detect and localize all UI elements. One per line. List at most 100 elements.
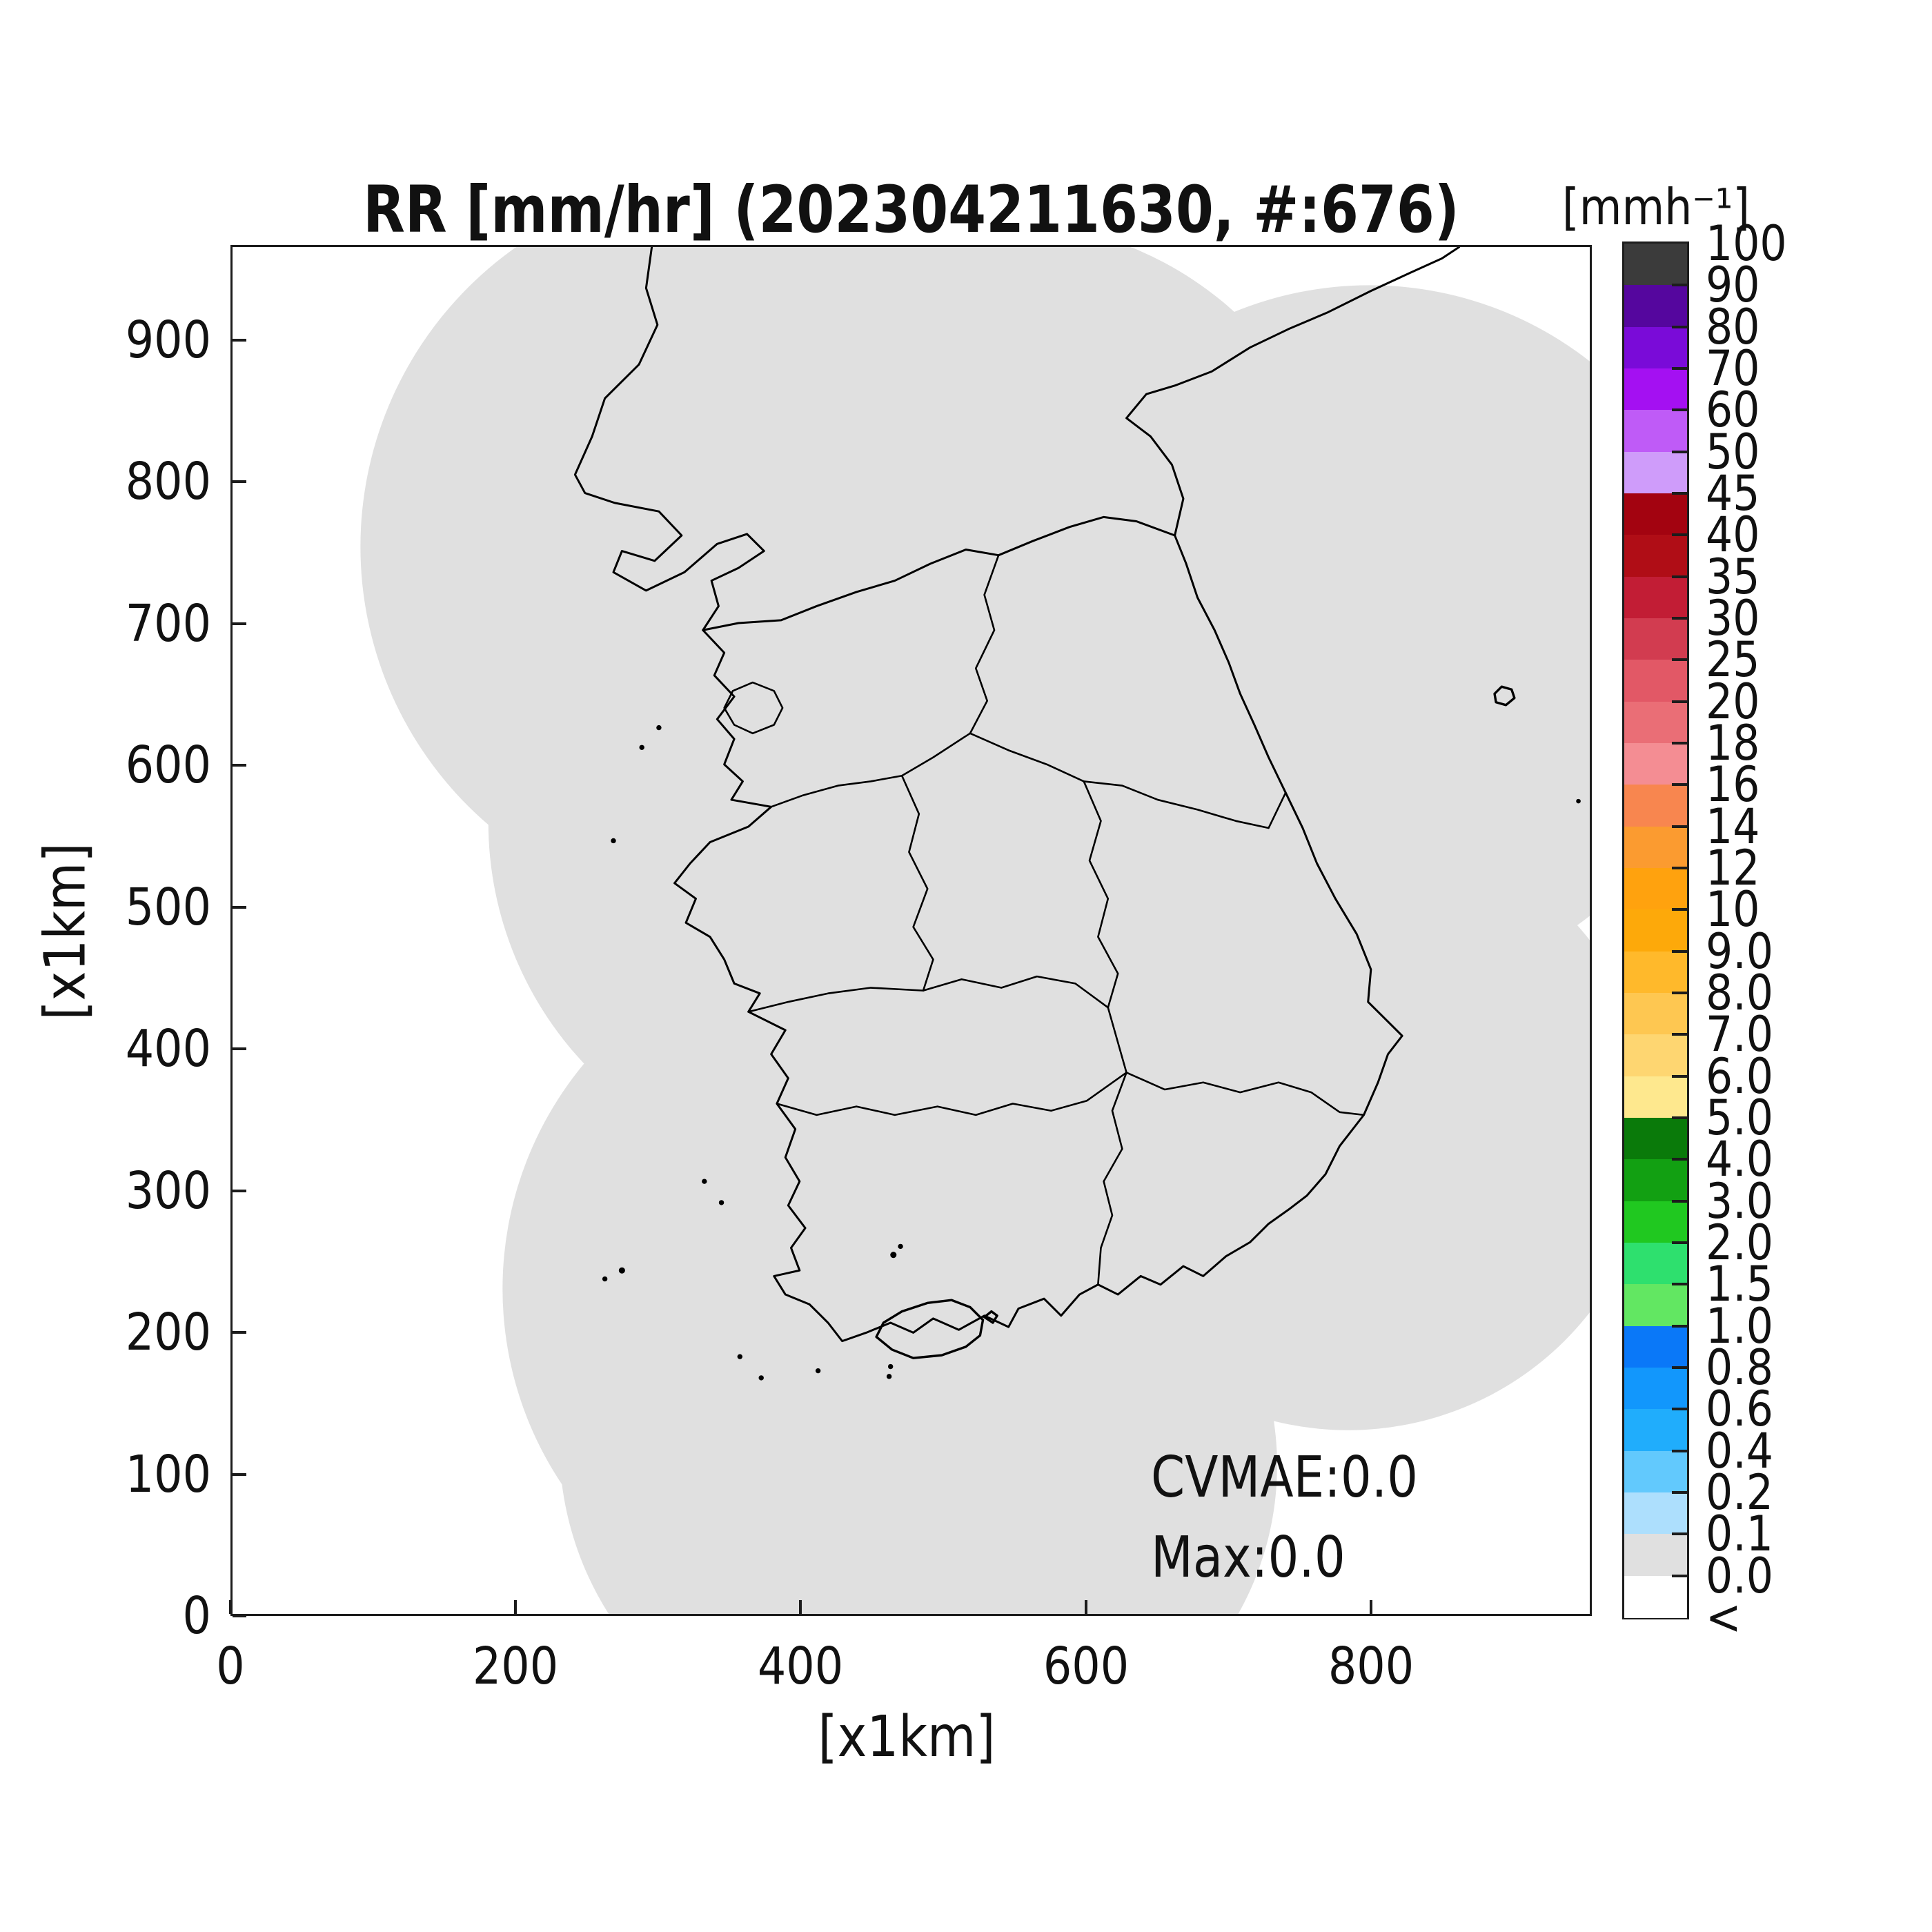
colorbar-tick-label: 2.0 [1706,1214,1773,1271]
colorbar-segment [1624,1368,1687,1410]
colorbar-tick-mark [1672,783,1687,787]
colorbar-segment [1624,701,1687,744]
colorbar-tick-label: 3.0 [1706,1172,1773,1230]
colorbar-segment [1624,951,1687,994]
y-tick-label: 500 [125,877,211,937]
colorbar-segment [1624,493,1687,536]
colorbar-segment [1624,1201,1687,1243]
x-tick-label: 400 [758,1637,844,1696]
colorbar-tick-mark [1672,617,1687,620]
colorbar-tick-label: 90 [1706,257,1760,314]
y-tick-label: 400 [125,1019,211,1079]
y-tick-mark [233,764,246,767]
colorbar [1622,241,1689,1619]
islet-dot [618,1267,625,1274]
coastline-group [575,247,1459,1341]
province-border [1127,1072,1364,1114]
colorbar-tick-label: 100 [1706,215,1787,272]
colorbar-tick-label: 6.0 [1706,1047,1773,1105]
colorbar-tick-mark [1672,1283,1687,1286]
colorbar-tick-label: 4.0 [1706,1131,1773,1188]
province-border [970,733,1285,828]
colorbar-tick-label: 70 [1706,340,1760,397]
colorbar-tick-label: 25 [1706,631,1760,689]
jeju-island-outline [876,1300,983,1358]
radar-coverage-area [360,247,1590,1614]
colorbar-tick-mark [1672,742,1687,745]
islet-dot [611,838,616,844]
colorbar-tick-mark [1672,1033,1687,1036]
province-border [771,733,970,807]
y-tick-mark [233,1331,246,1334]
province-border [902,776,933,990]
y-tick-mark [233,480,246,484]
colorbar-tick-label: 45 [1706,465,1760,522]
colorbar-segment [1624,1450,1687,1493]
islet-dot [702,1179,707,1184]
province-border [777,1072,1127,1114]
province-borders-group [724,555,1364,1285]
colorbar-segment [1624,1492,1687,1535]
colorbar-tick-label: 60 [1706,382,1760,439]
province-border [970,555,998,733]
colorbar-tick-label: 0.2 [1706,1464,1773,1521]
x-tick-label: 800 [1328,1637,1414,1696]
colorbar-tick-mark [1672,658,1687,662]
colorbar-segment [1624,535,1687,578]
colorbar-tick-mark [1672,1116,1687,1119]
islet-dot [718,1200,724,1205]
x-tick-label: 600 [1043,1637,1129,1696]
islets-group [602,724,1581,1381]
colorbar-segment [1624,1076,1687,1118]
y-tick-mark [233,1047,246,1051]
y-tick-label: 700 [125,593,211,653]
x-tick-mark [1084,1600,1087,1614]
colorbar-segment [1624,1575,1687,1618]
colorbar-tick-mark [1672,1408,1687,1411]
cvmae-annotation: CVMAE:0.0 [1151,1445,1419,1510]
colorbar-tick-mark [1672,284,1687,287]
colorbar-tick-mark [1672,1491,1687,1494]
ulleungdo-island-outline [1495,687,1515,705]
colorbar-segment [1624,909,1687,952]
colorbar-segment [1624,1034,1687,1077]
colorbar-segment [1624,576,1687,619]
y-tick-label: 300 [125,1161,211,1221]
colorbar-segment [1624,451,1687,494]
radar-range-circle [666,1161,1277,1614]
islet-dot [898,1243,903,1250]
colorbar-tick-label: 35 [1706,548,1760,605]
udo-island-outline [985,1312,998,1323]
colorbar-tick-mark [1672,1574,1687,1577]
colorbar-segment [1624,993,1687,1036]
colorbar-segment [1624,1409,1687,1452]
colorbar-tick-mark [1672,1199,1687,1203]
y-tick-mark [233,1615,246,1617]
y-tick-label: 0 [182,1586,211,1646]
x-tick-label: 200 [473,1637,559,1696]
colorbar-segment [1624,410,1687,453]
max-annotation: Max:0.0 [1151,1525,1346,1590]
y-tick-mark [233,1189,246,1192]
colorbar-tick-mark [1672,325,1687,328]
colorbar-tick-mark [1672,575,1687,578]
islet-dot [758,1375,764,1381]
colorbar-segment [1624,1534,1687,1577]
x-tick-mark [229,1600,232,1614]
colorbar-tick-mark [1672,1074,1687,1078]
y-tick-mark [233,905,246,909]
y-tick-mark [233,338,246,342]
colorbar-tick-mark [1672,1324,1687,1328]
colorbar-tick-mark [1672,825,1687,828]
colorbar-tick-mark [1672,1241,1687,1244]
colorbar-tick-label: 40 [1706,506,1760,564]
colorbar-tick-mark [1672,450,1687,453]
islands-group [876,687,1515,1358]
coastline-path [575,247,1459,1341]
islet-dot [887,1363,894,1370]
colorbar-tick-label: 20 [1706,673,1760,730]
colorbar-segment [1624,743,1687,786]
colorbar-segment [1624,1159,1687,1202]
islet-dot [886,1374,892,1379]
colorbar-tick-label: 0.8 [1706,1339,1773,1396]
